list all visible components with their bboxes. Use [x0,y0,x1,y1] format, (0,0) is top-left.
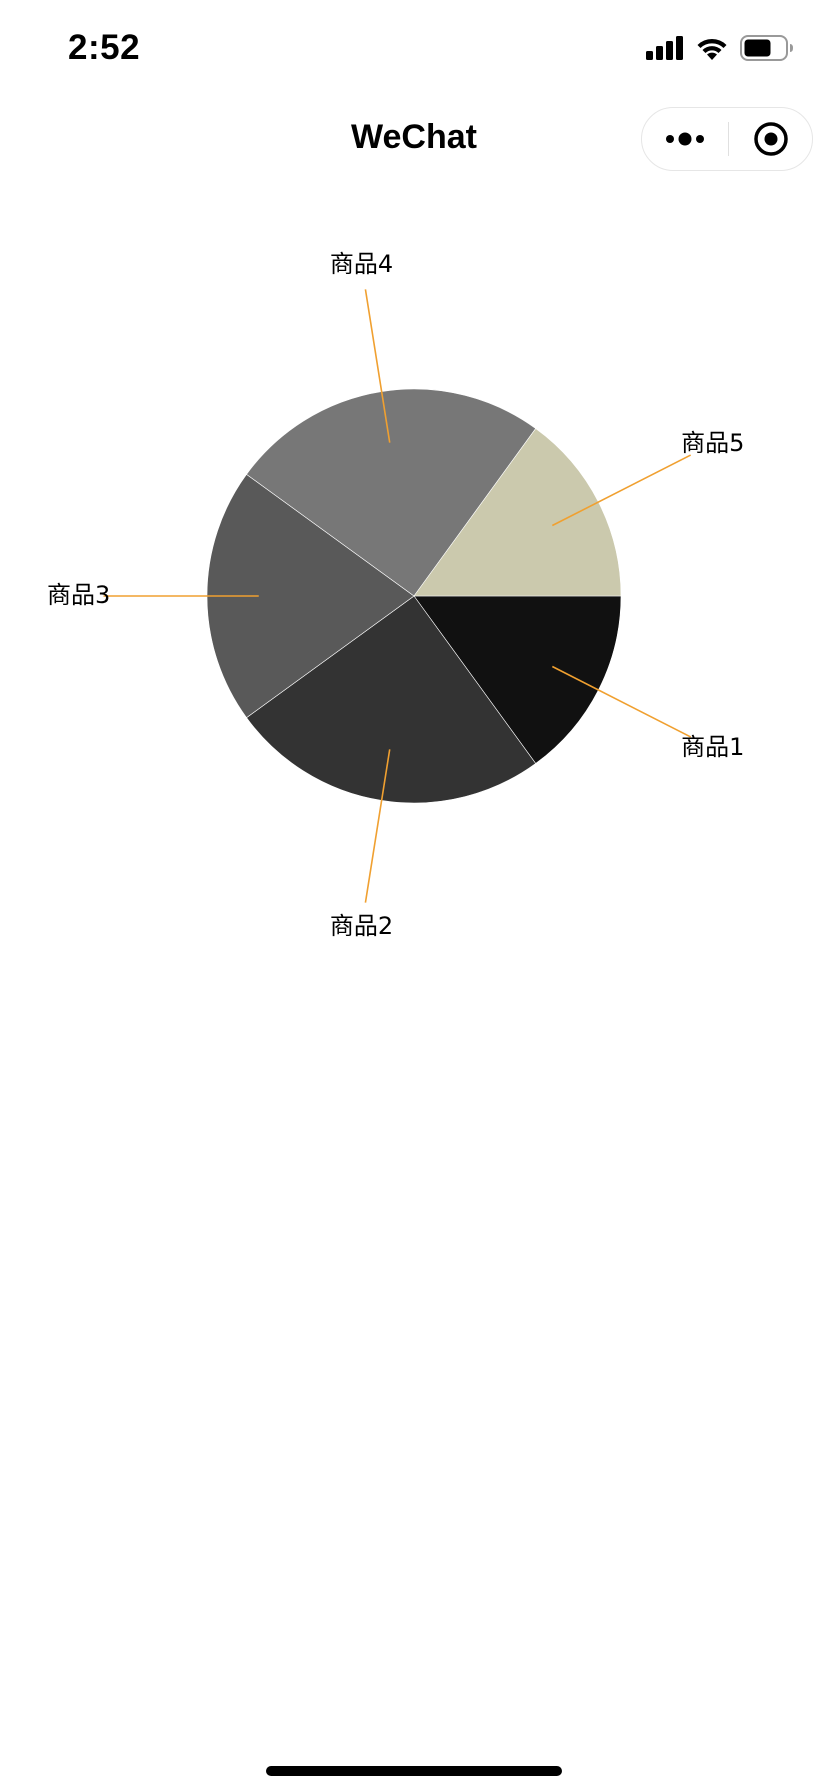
more-dots-icon [666,132,704,146]
slice-label: 商品2 [330,912,393,940]
target-close-icon [754,122,788,156]
pie-chart: 商品1 商品2 商品3 商品4 商品5 [47,250,744,940]
slice-label: 商品3 [47,581,110,609]
leader-line [551,454,692,527]
close-mini-program-button[interactable] [729,108,813,170]
home-indicator[interactable] [266,1766,562,1776]
status-icons [646,34,794,66]
capsule-divider [728,122,729,156]
leader-line [364,289,391,443]
status-time: 2:52 [68,28,141,67]
battery-icon [740,34,794,66]
slice-label: 商品1 [681,733,744,761]
mini-program-capsule [641,107,813,171]
leader-line [364,749,391,903]
wifi-icon [696,36,728,65]
slice-label: 商品4 [330,250,393,278]
status-bar: 2:52 [0,0,828,100]
cellular-signal-icon [646,35,684,65]
more-button[interactable] [642,108,728,170]
leader-line [551,665,692,738]
slice-label: 商品5 [681,429,744,457]
page-title: WeChat [351,118,477,156]
